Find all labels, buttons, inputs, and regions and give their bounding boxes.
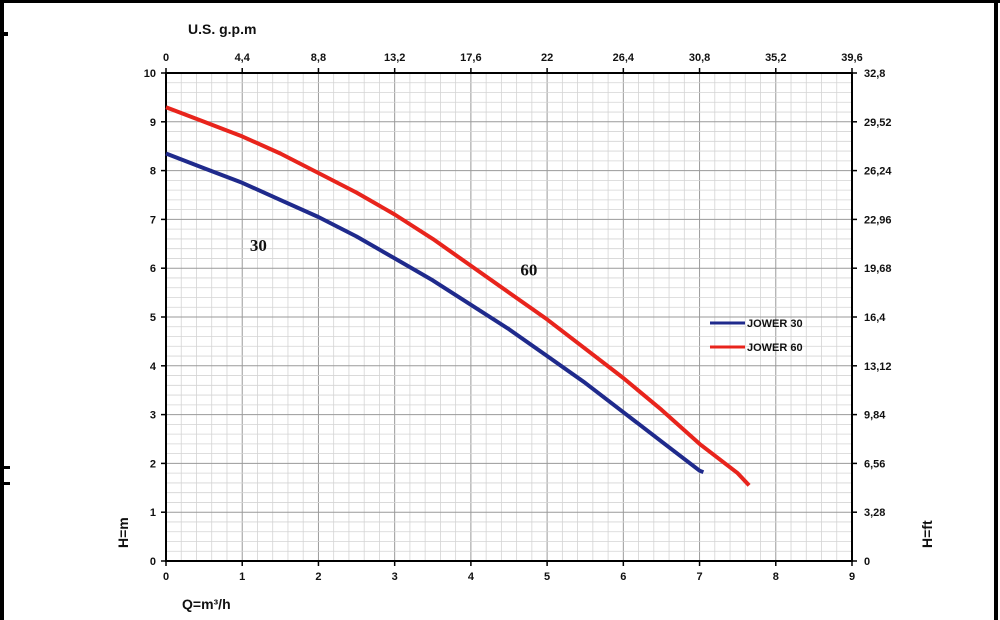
legend-entry-jower-60: JOWER 60 — [747, 342, 803, 354]
y-axis-title-left: H=m — [115, 517, 131, 548]
x-tick-label: 9 — [849, 571, 855, 583]
right-tick-label: 16,4 — [864, 312, 886, 324]
y-tick-label: 8 — [150, 166, 156, 178]
curve-label-30: 30 — [250, 236, 267, 255]
frame-border-top — [0, 0, 1000, 3]
axis-ticks: 0 1 2 3 4 5 6 7 8 90 4,4 8,8 13,2 17,6 22 26,4 30,8 35,2 3… — [144, 52, 893, 583]
right-tick-label: 26,24 — [864, 166, 892, 178]
curve-label-60: 60 — [520, 261, 537, 280]
frame-notch — [0, 32, 8, 36]
frame-notch — [0, 482, 10, 485]
y-tick-label: 7 — [150, 214, 156, 226]
x-tick-label: 3 — [392, 571, 398, 583]
frame-notch — [0, 466, 10, 469]
top-tick-label: 0 — [163, 52, 169, 64]
y-tick-label: 5 — [150, 312, 156, 324]
y-tick-label: 1 — [150, 507, 156, 519]
x-tick-label: 4 — [468, 571, 475, 583]
top-tick-label: 13,2 — [384, 52, 405, 64]
right-tick-label: 0 — [864, 556, 870, 568]
top-tick-label: 26,4 — [613, 52, 635, 64]
frame-border-left — [0, 0, 4, 620]
top-tick-label: 17,6 — [460, 52, 481, 64]
series — [165, 105, 751, 487]
top-axis-title: U.S. g.p.m — [188, 21, 256, 37]
series-line-jower-30 — [165, 151, 705, 475]
top-tick-label: 8,8 — [311, 52, 326, 64]
legend-entry-jower-30: JOWER 30 — [747, 318, 803, 330]
y-tick-label: 0 — [150, 556, 156, 568]
y-tick-label: 6 — [150, 263, 156, 275]
right-tick-label: 29,52 — [864, 117, 892, 129]
x-tick-label: 5 — [544, 571, 550, 583]
right-tick-label: 32,8 — [864, 68, 885, 80]
right-tick-label: 6,56 — [864, 458, 885, 470]
x-axis-title: Q=m³/h — [182, 596, 231, 612]
x-tick-label: 0 — [163, 571, 169, 583]
top-tick-label: 30,8 — [689, 52, 710, 64]
legend: JOWER 30 JOWER 60 — [710, 318, 803, 354]
right-tick-label: 3,28 — [864, 507, 885, 519]
right-tick-label: 9,84 — [864, 410, 886, 422]
top-tick-label: 22 — [541, 52, 553, 64]
top-tick-label: 35,2 — [765, 52, 786, 64]
top-tick-label: 4,4 — [235, 52, 251, 64]
y-axis-title-right: H=ft — [919, 520, 935, 548]
frame-border-right — [994, 0, 998, 620]
grid — [165, 72, 853, 562]
x-tick-label: 7 — [696, 571, 702, 583]
x-tick-label: 2 — [315, 571, 321, 583]
y-tick-label: 4 — [150, 361, 157, 373]
right-tick-label: 13,12 — [864, 361, 892, 373]
x-tick-label: 6 — [620, 571, 626, 583]
y-tick-label: 2 — [150, 458, 156, 470]
x-tick-label: 8 — [773, 571, 779, 583]
series-line-jower-60 — [165, 105, 751, 487]
y-tick-label: 9 — [150, 117, 156, 129]
right-tick-label: 19,68 — [864, 263, 892, 275]
y-tick-label: 3 — [150, 410, 156, 422]
top-tick-label: 39,6 — [841, 52, 862, 64]
y-tick-label: 10 — [144, 68, 156, 80]
x-tick-label: 1 — [239, 571, 245, 583]
right-tick-label: 22,96 — [864, 214, 892, 226]
